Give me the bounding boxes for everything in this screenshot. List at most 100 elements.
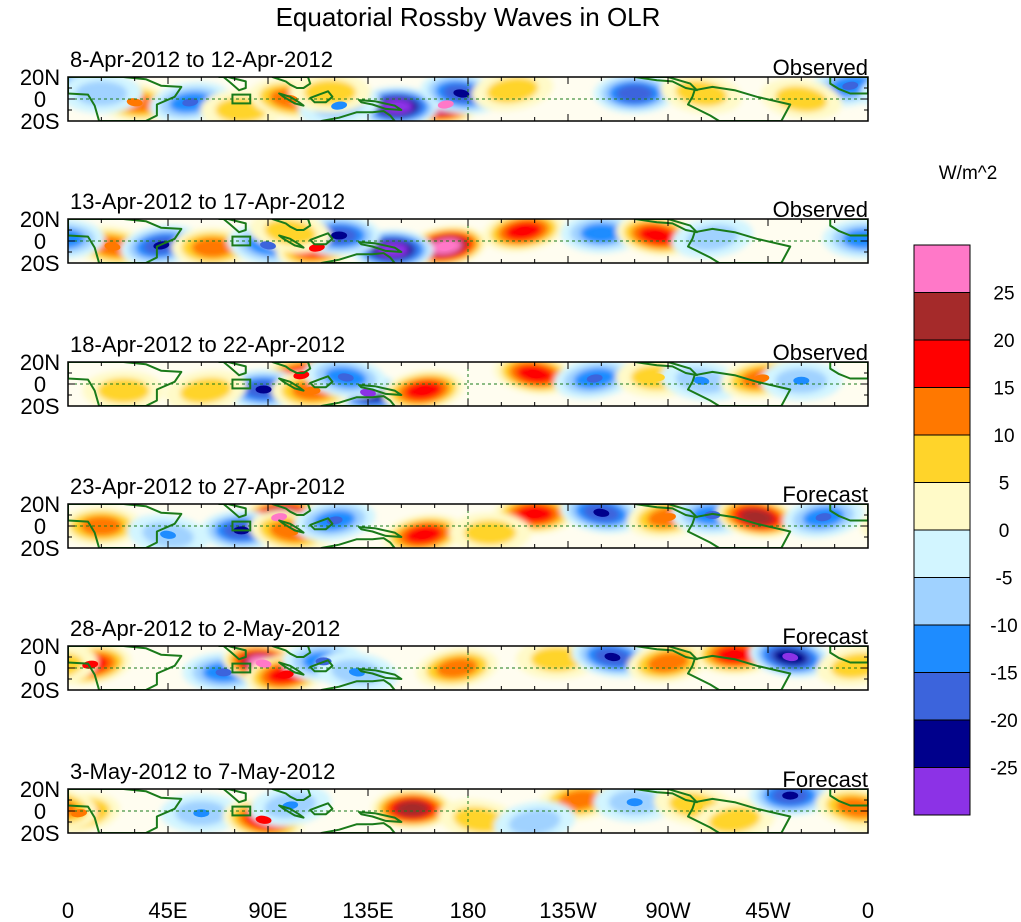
coastline-indochina	[271, 362, 312, 374]
anomaly-core-p4-f1-w0	[271, 513, 288, 522]
anomaly-core-p3-f8-w0	[115, 386, 132, 395]
colorbar-tick-label: -10	[990, 616, 1017, 637]
coastline-sumatra	[278, 377, 305, 392]
anomaly-core-p5-f7-w0	[448, 663, 465, 673]
coastline-westafrica	[829, 504, 868, 522]
coastline-centralamerica	[633, 789, 698, 804]
coastline-southamerica	[687, 85, 792, 121]
colorbar-swatch	[913, 434, 971, 483]
y-tick-label: 20N	[20, 492, 60, 517]
coastline-newguinea	[358, 384, 403, 396]
y-tick-label: 0	[34, 514, 46, 539]
coastline-centralamerica	[633, 362, 698, 377]
coastline-newguinea	[358, 241, 403, 253]
coastline-centralamerica	[633, 219, 698, 234]
colorbar-swatch	[913, 529, 971, 578]
coastline-southamerica	[687, 512, 792, 548]
coastline-westafrica	[829, 77, 868, 95]
coastline-newguinea	[358, 99, 403, 111]
y-tick-label: 0	[34, 372, 46, 397]
anomaly-core-p5-f4-w0	[277, 670, 294, 679]
coastline-australia	[320, 252, 396, 263]
colorbar-tick-label: 5	[999, 474, 1010, 495]
anomaly-core-p1-f12-w0	[693, 89, 710, 98]
coastline-southamerica	[687, 227, 792, 263]
panel-type-label: Observed	[773, 55, 868, 80]
anomaly-core-p1-f9-w0	[453, 89, 470, 98]
colorbar-tick-label: -25	[990, 759, 1017, 780]
x-tick-label: 45E	[148, 898, 187, 922]
anomaly-core-p3-f13-w0	[753, 374, 770, 383]
coastline-borneo	[309, 517, 334, 531]
coastline-indochina	[271, 77, 312, 89]
coastline-australia	[320, 110, 396, 121]
coastline-westafrica	[829, 646, 868, 664]
x-tick-label: 180	[450, 898, 487, 922]
anomaly-core-p3-f9-w0	[526, 369, 543, 379]
coastline-borneo	[309, 375, 334, 389]
y-tick-label: 20N	[20, 777, 60, 802]
coastline-borneo	[309, 90, 334, 104]
colorbar-swatch	[913, 767, 971, 816]
y-tick-label: 20N	[20, 65, 60, 90]
panel-type-label: Observed	[773, 197, 868, 222]
panel-type-label: Observed	[773, 340, 868, 365]
panel-type-label: Forecast	[782, 767, 868, 792]
anomaly-core-p6-f10-w0	[726, 815, 743, 824]
anomaly-core-p1-f14-w0	[93, 89, 110, 98]
y-tick-label: 20N	[20, 350, 60, 375]
coastline-australia	[320, 395, 396, 406]
anomaly-core-p5-f12-w0	[782, 652, 799, 662]
coastline-southamerica	[687, 370, 792, 406]
colorbar-swatch	[913, 719, 971, 768]
coastline-borneo	[309, 802, 334, 816]
anomaly-core-p2-f5-w0	[204, 243, 221, 252]
anomaly-core-p5-f13-w1	[48, 661, 65, 671]
x-tick-label: 135W	[539, 898, 597, 922]
y-tick-label: 20S	[20, 109, 59, 134]
anomaly-negative-p1-f14-w2	[860, 81, 868, 106]
colorbar-tick-label: 0	[999, 521, 1010, 542]
colorbar-tick-label: -15	[990, 664, 1017, 685]
anomaly-core-p6-f13-w0	[526, 817, 543, 827]
y-tick-label: 20S	[20, 251, 59, 276]
x-tick-label: 90E	[248, 898, 287, 922]
anomaly-core-p1-f5-w0	[233, 106, 250, 114]
colorbar-swatch	[913, 244, 971, 293]
anomaly-core-p2-f6-w0	[260, 241, 276, 250]
panel-date-range: 8-Apr-2012 to 12-Apr-2012	[70, 47, 333, 72]
anomaly-core-p6-f3-w0	[255, 815, 272, 824]
y-tick-label: 0	[34, 229, 46, 254]
anomaly-negative-p2-f14-w0	[842, 228, 868, 249]
coastline-centralamerica	[633, 646, 698, 661]
coastline-sumatra	[278, 661, 305, 676]
coastline-southamerica	[687, 654, 792, 690]
colorbar-swatch	[913, 624, 971, 673]
colorbar-swatch	[913, 577, 971, 626]
anomaly-core-p5-f10-w0	[660, 658, 676, 667]
panel-date-range: 3-May-2012 to 7-May-2012	[70, 759, 335, 784]
colorbar: 25 20 15 10 5 0 -5 -10 -15 -20 -25	[913, 244, 1018, 816]
coastline-sumatra	[278, 804, 305, 819]
anomaly-core-p2-f8-w0	[331, 231, 348, 240]
anomaly-core-p6-f5-w0	[404, 804, 421, 813]
panel-date-range: 28-Apr-2012 to 2-May-2012	[70, 616, 340, 641]
x-tick-label: 135E	[342, 898, 393, 922]
coastline-newguinea	[358, 526, 403, 538]
colorbar-swatch	[913, 672, 971, 721]
coastline-westafrica	[829, 219, 868, 237]
colorbar-tick-label: 25	[993, 284, 1014, 305]
anomaly-core-p4-f10-w0	[660, 513, 676, 522]
x-tick-label: 0	[62, 898, 74, 922]
y-tick-label: 0	[34, 799, 46, 824]
anomaly-core-p3-f3-w0	[360, 388, 376, 397]
colorbar-swatch	[913, 292, 971, 341]
coastline-australia	[320, 822, 396, 833]
x-tick-label: 90W	[645, 898, 690, 922]
anomaly-core-p4-f13-w0	[815, 513, 832, 522]
anomaly-core-p3-f7-w0	[197, 386, 214, 395]
